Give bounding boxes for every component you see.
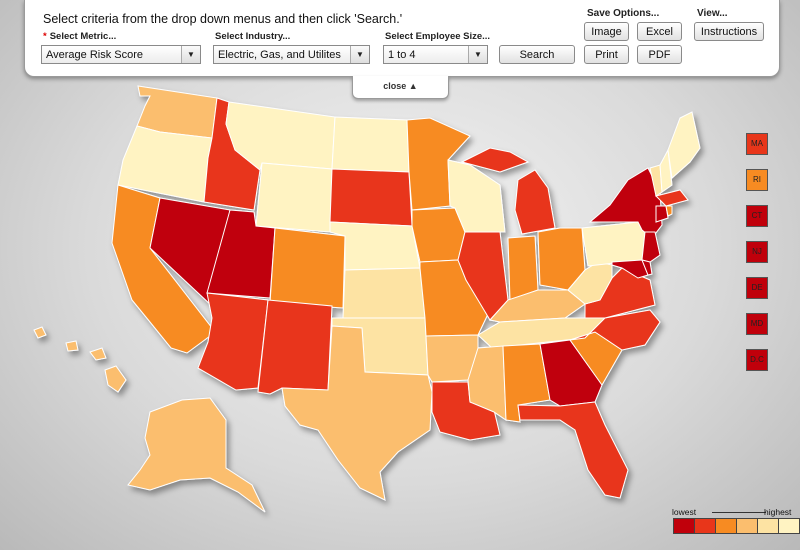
- industry-select[interactable]: Electric, Gas, and Utilites ▼: [213, 45, 370, 64]
- state-MI-UP[interactable]: [460, 147, 530, 173]
- state-SD[interactable]: [329, 168, 413, 227]
- swatch-ct[interactable]: CT: [746, 205, 768, 227]
- required-asterisk: *: [43, 31, 47, 42]
- state-RI[interactable]: [665, 205, 673, 217]
- state-HI-4[interactable]: [104, 365, 127, 393]
- state-PA[interactable]: [581, 221, 646, 267]
- pdf-button[interactable]: PDF: [637, 45, 682, 64]
- image-button[interactable]: Image: [584, 22, 629, 41]
- state-MI[interactable]: [514, 169, 556, 235]
- view-title: View...: [697, 8, 728, 19]
- instruction-text: Select criteria from the drop down menus…: [43, 12, 403, 26]
- chevron-down-icon: ▼: [350, 46, 369, 63]
- search-button[interactable]: Search: [499, 45, 575, 64]
- legend-box: [757, 518, 779, 534]
- instructions-button[interactable]: Instructions: [694, 22, 764, 41]
- save-options-title: Save Options...: [587, 8, 660, 19]
- close-tab[interactable]: close ▲: [352, 76, 449, 99]
- state-DE[interactable]: [641, 259, 653, 276]
- state-ME[interactable]: [667, 111, 701, 179]
- state-HI-1[interactable]: [33, 326, 47, 339]
- size-select-value: 1 to 4: [388, 49, 416, 61]
- state-KS[interactable]: [342, 267, 426, 319]
- state-TX[interactable]: [281, 325, 433, 501]
- legend-highest: highest: [764, 507, 792, 517]
- state-IN[interactable]: [507, 235, 539, 301]
- legend-box: [736, 518, 758, 534]
- legend-lowest: lowest: [672, 507, 697, 517]
- size-label: Select Employee Size...: [385, 31, 491, 42]
- excel-button[interactable]: Excel: [637, 22, 682, 41]
- state-IA[interactable]: [411, 207, 466, 263]
- swatch-ri[interactable]: RI: [746, 169, 768, 191]
- swatch-ma[interactable]: MA: [746, 133, 768, 155]
- state-CT[interactable]: [655, 205, 669, 223]
- state-HI-3[interactable]: [89, 347, 107, 361]
- state-NM[interactable]: [257, 299, 333, 395]
- swatch-dc[interactable]: D.C: [746, 349, 768, 371]
- state-ND[interactable]: [331, 116, 410, 173]
- metric-select[interactable]: Average Risk Score ▼: [41, 45, 201, 64]
- metric-label: * Select Metric...: [43, 31, 117, 42]
- state-WV[interactable]: [567, 261, 613, 305]
- chevron-down-icon: ▼: [181, 46, 200, 63]
- legend-box: [715, 518, 737, 534]
- legend-box: [673, 518, 695, 534]
- legend-box: [694, 518, 716, 534]
- state-AZ[interactable]: [197, 292, 269, 391]
- state-WY[interactable]: [255, 162, 333, 233]
- legend-box: [778, 518, 800, 534]
- state-NJ[interactable]: [641, 231, 661, 263]
- chevron-down-icon: ▼: [468, 46, 487, 63]
- state-NC[interactable]: [569, 309, 661, 351]
- industry-select-value: Electric, Gas, and Utilites: [218, 49, 341, 61]
- swatch-de[interactable]: DE: [746, 277, 768, 299]
- state-CO[interactable]: [269, 227, 346, 309]
- swatch-md[interactable]: MD: [746, 313, 768, 335]
- state-MA[interactable]: [655, 189, 689, 207]
- metric-select-value: Average Risk Score: [46, 49, 144, 61]
- print-button[interactable]: Print: [584, 45, 629, 64]
- control-panel: Select criteria from the drop down menus…: [24, 0, 780, 77]
- size-select[interactable]: 1 to 4 ▼: [383, 45, 488, 64]
- swatch-nj[interactable]: NJ: [746, 241, 768, 263]
- state-FL[interactable]: [517, 401, 629, 499]
- state-HI-2[interactable]: [65, 340, 79, 352]
- legend-line: [712, 512, 766, 513]
- state-AK[interactable]: [127, 397, 266, 513]
- industry-label: Select Industry...: [215, 31, 291, 42]
